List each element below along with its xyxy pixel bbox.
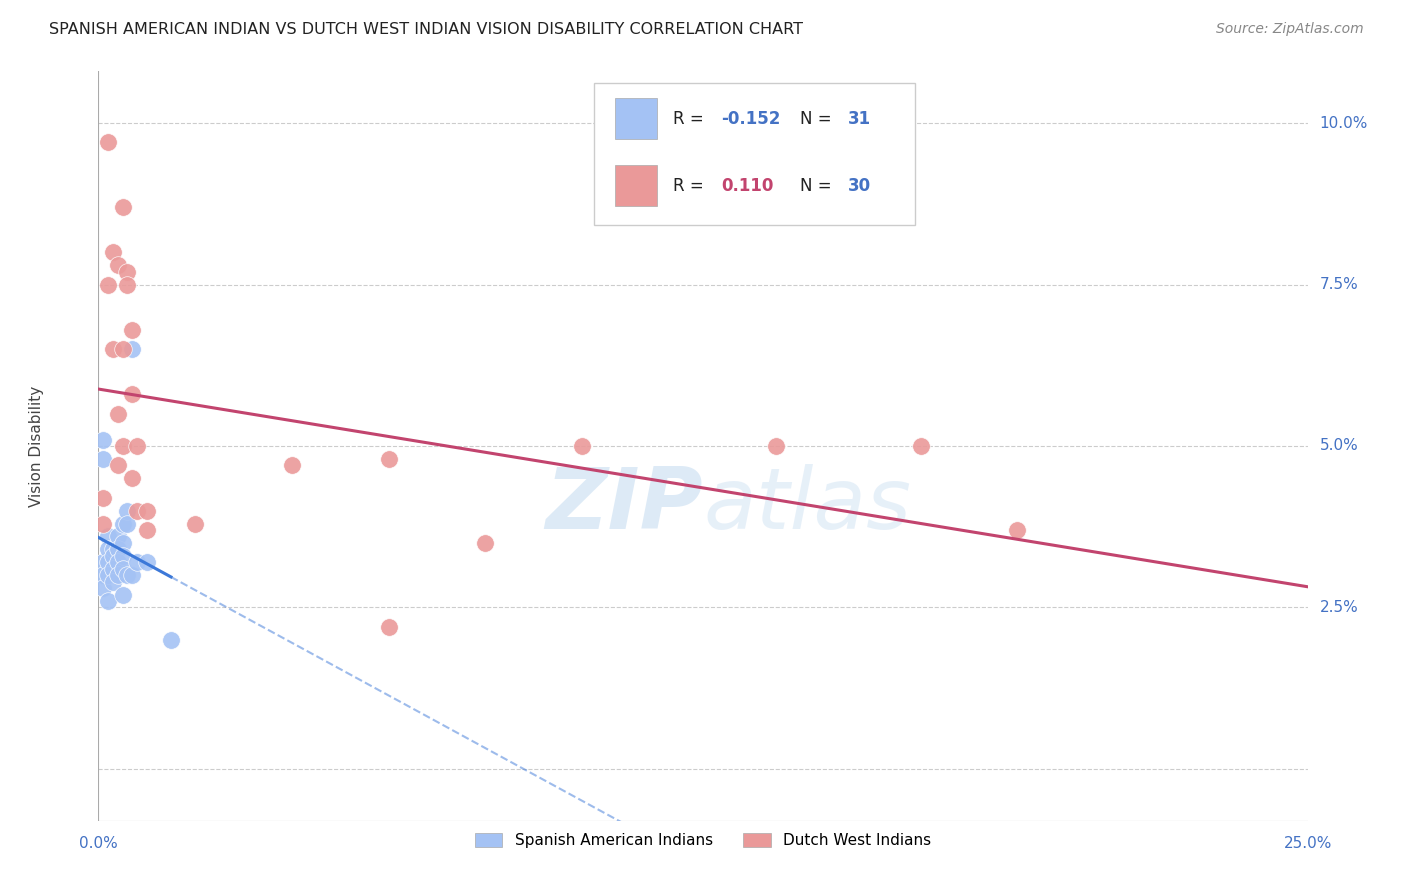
Point xyxy=(111,536,134,550)
Text: 0.0%: 0.0% xyxy=(79,836,118,851)
Point xyxy=(107,568,129,582)
Text: 7.5%: 7.5% xyxy=(1320,277,1358,292)
Text: ZIP: ZIP xyxy=(546,465,703,548)
Text: Vision Disability: Vision Disability xyxy=(30,385,44,507)
Point xyxy=(127,439,149,453)
Point xyxy=(111,342,134,356)
Point xyxy=(107,555,129,569)
Point xyxy=(91,491,114,505)
FancyBboxPatch shape xyxy=(614,97,657,139)
Point xyxy=(97,136,120,150)
Point xyxy=(111,516,134,531)
Text: atlas: atlas xyxy=(703,465,911,548)
Text: N =: N = xyxy=(800,110,831,128)
Point xyxy=(97,277,120,292)
Point xyxy=(101,245,124,260)
Point xyxy=(121,568,143,582)
Point xyxy=(135,523,157,537)
Point xyxy=(121,387,143,401)
Point xyxy=(97,555,120,569)
Point xyxy=(97,568,120,582)
Point xyxy=(281,458,304,473)
FancyBboxPatch shape xyxy=(595,83,915,225)
Point xyxy=(101,342,124,356)
Point xyxy=(117,568,139,582)
Text: 5.0%: 5.0% xyxy=(1320,439,1358,453)
Point xyxy=(377,620,399,634)
Point xyxy=(111,588,134,602)
Point xyxy=(765,439,787,453)
Point xyxy=(101,562,124,576)
Text: 31: 31 xyxy=(848,110,872,128)
Text: 30: 30 xyxy=(848,177,872,195)
Point xyxy=(107,458,129,473)
Point xyxy=(107,258,129,272)
Point xyxy=(101,542,124,557)
Legend: Spanish American Indians, Dutch West Indians: Spanish American Indians, Dutch West Ind… xyxy=(468,827,938,855)
Point xyxy=(111,562,134,576)
Text: -0.152: -0.152 xyxy=(721,110,780,128)
Point xyxy=(135,503,157,517)
Point xyxy=(91,581,114,595)
Point xyxy=(135,555,157,569)
Point xyxy=(91,516,114,531)
Point xyxy=(121,323,143,337)
Point xyxy=(121,342,143,356)
Point xyxy=(571,439,593,453)
Point xyxy=(91,433,114,447)
Point xyxy=(101,549,124,563)
Point xyxy=(121,471,143,485)
Point xyxy=(117,516,139,531)
FancyBboxPatch shape xyxy=(614,165,657,206)
Point xyxy=(107,529,129,543)
Text: R =: R = xyxy=(672,110,703,128)
Text: SPANISH AMERICAN INDIAN VS DUTCH WEST INDIAN VISION DISABILITY CORRELATION CHART: SPANISH AMERICAN INDIAN VS DUTCH WEST IN… xyxy=(49,22,803,37)
Point xyxy=(107,407,129,421)
Point xyxy=(184,516,207,531)
Point xyxy=(111,439,134,453)
Point xyxy=(117,277,139,292)
Point xyxy=(97,529,120,543)
Point xyxy=(111,200,134,214)
Text: 10.0%: 10.0% xyxy=(1320,116,1368,130)
Point xyxy=(101,574,124,589)
Point xyxy=(377,451,399,466)
Text: 2.5%: 2.5% xyxy=(1320,600,1358,615)
Point xyxy=(160,632,183,647)
Point xyxy=(111,549,134,563)
Text: R =: R = xyxy=(672,177,703,195)
Point xyxy=(91,568,114,582)
Point xyxy=(107,542,129,557)
Text: 25.0%: 25.0% xyxy=(1284,836,1331,851)
Point xyxy=(97,594,120,608)
Point xyxy=(127,555,149,569)
Point xyxy=(117,264,139,278)
Point xyxy=(117,503,139,517)
Point xyxy=(91,451,114,466)
Point xyxy=(474,536,496,550)
Text: Source: ZipAtlas.com: Source: ZipAtlas.com xyxy=(1216,22,1364,37)
Point xyxy=(910,439,932,453)
Point xyxy=(1007,523,1029,537)
Point xyxy=(97,542,120,557)
Text: 0.110: 0.110 xyxy=(721,177,773,195)
Point xyxy=(91,555,114,569)
Point xyxy=(127,503,149,517)
Text: N =: N = xyxy=(800,177,831,195)
